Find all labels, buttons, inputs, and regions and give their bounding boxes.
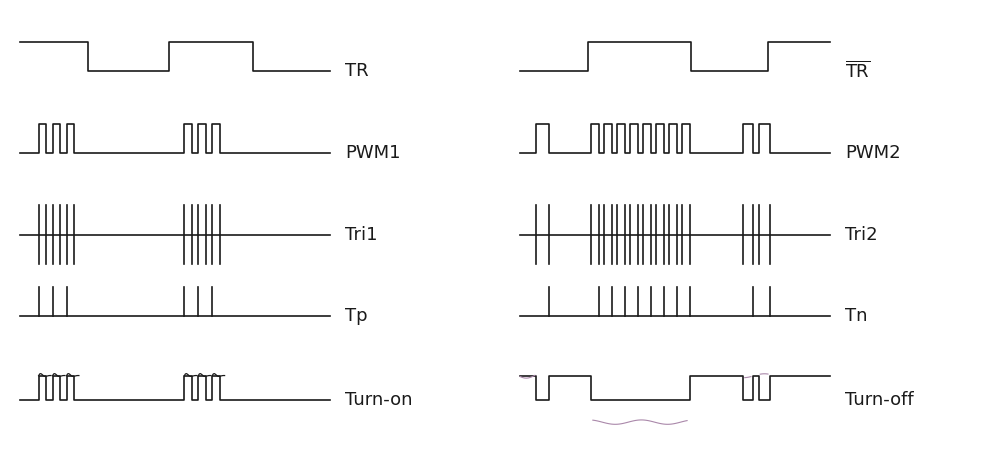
Text: Tn: Tn bbox=[845, 308, 868, 326]
Text: $\overline{\rm TR}$: $\overline{\rm TR}$ bbox=[845, 61, 871, 82]
Text: PWM2: PWM2 bbox=[845, 144, 901, 162]
Text: Tp: Tp bbox=[345, 308, 368, 326]
Text: Turn-on: Turn-on bbox=[345, 391, 413, 409]
Text: Tri1: Tri1 bbox=[345, 226, 378, 244]
Text: Tri2: Tri2 bbox=[845, 226, 878, 244]
Text: PWM1: PWM1 bbox=[345, 144, 400, 162]
Text: TR: TR bbox=[345, 62, 369, 80]
Text: Turn-off: Turn-off bbox=[845, 391, 914, 409]
